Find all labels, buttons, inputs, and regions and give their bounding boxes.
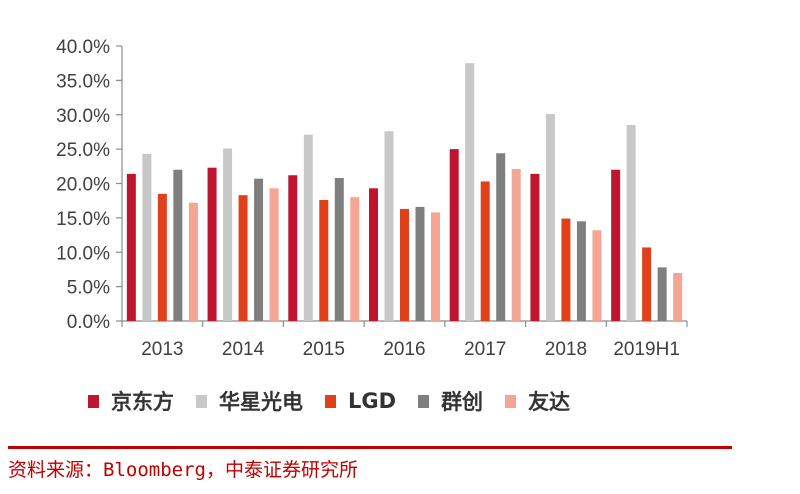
legend-label: LGD xyxy=(348,389,397,413)
bar xyxy=(269,188,279,321)
bar xyxy=(415,206,425,321)
legend-item: 华星光电 xyxy=(196,386,303,416)
x-tick-label: 2018 xyxy=(545,339,587,360)
bar xyxy=(480,181,490,321)
bar xyxy=(238,195,248,321)
bar-chart: 0.0% 5.0% 10.0% 15.0% 20.0% 25.0% 30.0% 35.0% 40… xyxy=(56,37,688,360)
x-tick-label: 2015 xyxy=(303,339,345,360)
bar xyxy=(173,169,183,321)
bar xyxy=(350,197,360,321)
bar xyxy=(334,178,344,321)
bar xyxy=(530,173,540,321)
footer-divider xyxy=(8,446,732,449)
legend-item: 京东方 xyxy=(88,386,174,416)
x-tick-label: 2013 xyxy=(141,339,183,360)
y-tick-label: 25.0% xyxy=(56,140,110,161)
bar xyxy=(611,169,621,321)
legend-label: 群创 xyxy=(441,390,484,414)
bar xyxy=(157,193,167,321)
y-tick-label: 0.0% xyxy=(67,312,110,333)
bar xyxy=(254,178,264,321)
legend-swatch xyxy=(325,394,336,408)
source-note: 资料来源：Bloomberg，中泰证券研究所 xyxy=(8,459,358,481)
x-tick-label: 2016 xyxy=(383,339,425,360)
legend-swatch xyxy=(88,394,99,408)
bar xyxy=(288,175,298,321)
bar xyxy=(626,125,636,321)
bar xyxy=(576,221,586,321)
bar xyxy=(673,272,683,321)
bar xyxy=(384,131,394,321)
bar xyxy=(545,114,555,321)
legend-swatch xyxy=(505,394,517,408)
y-tick-label: 20.0% xyxy=(56,175,110,196)
legend-item: 群创 xyxy=(418,386,483,416)
legend-swatch xyxy=(418,394,430,408)
bar xyxy=(223,148,233,321)
chart-legend: 京东方 华星光电 LGD 群创 友达 xyxy=(88,386,592,416)
y-tick-label: 35.0% xyxy=(56,71,110,92)
bar xyxy=(431,212,440,321)
bar xyxy=(465,63,475,321)
bar xyxy=(592,230,602,321)
y-tick-label: 15.0% xyxy=(56,209,110,230)
bar xyxy=(319,200,329,321)
legend-swatch xyxy=(196,394,207,408)
bar xyxy=(511,169,521,321)
x-tick-label: 2019H1 xyxy=(613,339,680,360)
bar xyxy=(449,149,459,321)
bar xyxy=(369,188,378,321)
bar xyxy=(496,153,506,321)
legend-item: LGD xyxy=(325,389,396,413)
y-tick-label: 30.0% xyxy=(56,106,110,127)
bar xyxy=(657,267,667,321)
legend-label: 京东方 xyxy=(111,390,174,414)
y-tick-label: 5.0% xyxy=(67,278,110,299)
bar xyxy=(400,208,409,321)
y-tick-label: 40.0% xyxy=(56,37,110,58)
y-tick-label: 10.0% xyxy=(56,243,110,264)
bar xyxy=(561,218,571,321)
bar xyxy=(126,173,136,321)
bar xyxy=(207,167,217,321)
legend-item: 友达 xyxy=(505,386,570,416)
bar xyxy=(303,134,313,321)
legend-label: 友达 xyxy=(528,390,571,414)
legend-label: 华星光电 xyxy=(219,390,303,414)
bar xyxy=(142,153,152,321)
bar xyxy=(188,202,198,321)
x-tick-label: 2014 xyxy=(222,339,265,360)
x-tick-label: 2017 xyxy=(464,339,506,360)
bar xyxy=(642,247,652,321)
